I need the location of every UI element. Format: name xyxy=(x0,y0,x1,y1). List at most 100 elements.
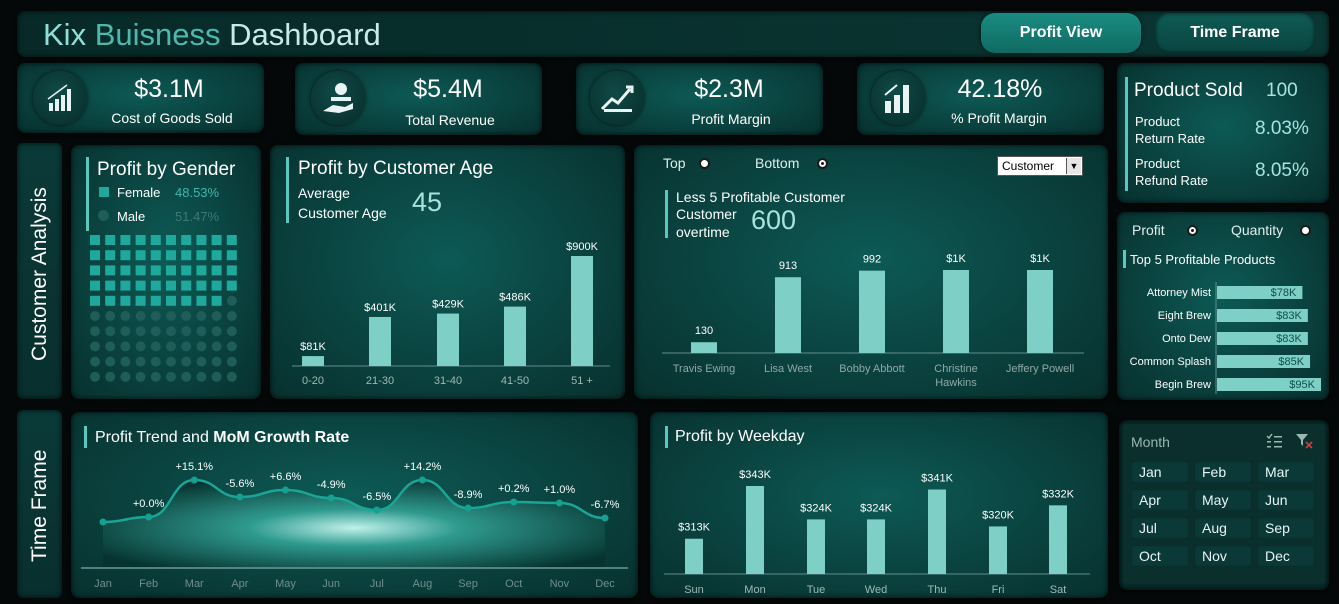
tick-label: Jul xyxy=(370,578,384,590)
gender-panel: Profit by Gender Female 48.53% Male 51.4… xyxy=(71,145,261,399)
trend-marker xyxy=(282,486,290,494)
bar xyxy=(775,277,801,353)
kpi-card-percent-margin: 42.18% % Profit Margin xyxy=(857,63,1104,135)
month-button-mar[interactable]: Mar xyxy=(1257,461,1315,483)
tick-label: 41-50 xyxy=(501,375,529,387)
data-label: $486K xyxy=(499,292,531,304)
waffle-cell-female xyxy=(211,235,222,245)
tick-label: 21-30 xyxy=(366,375,394,387)
waffle-cell-female xyxy=(226,280,237,291)
month-button-jul[interactable]: Jul xyxy=(1131,517,1189,539)
waffle-cell-male xyxy=(226,311,237,321)
waffle-cell-female xyxy=(135,280,146,291)
waffle-cell-female xyxy=(90,265,100,276)
bar xyxy=(1217,378,1321,391)
trend-panel: Profit Trend and MoM Growth Rate Jan +0.0… xyxy=(71,412,638,598)
trend-marker xyxy=(555,499,563,507)
waffle-cell-female xyxy=(90,235,100,245)
tick-label: Apr xyxy=(231,578,248,590)
tick-label: Common Splash xyxy=(1130,356,1211,368)
bar xyxy=(369,316,391,366)
profit-radio[interactable] xyxy=(1187,225,1198,236)
weekday-title: Profit by Weekday xyxy=(675,428,805,445)
data-label: +1.0% xyxy=(544,484,576,496)
waffle-cell-female xyxy=(196,265,207,276)
time-frame-tab: Time Frame xyxy=(17,410,62,598)
trend-marker xyxy=(373,506,381,514)
data-label: $81K xyxy=(300,341,326,353)
bottom-radio[interactable] xyxy=(817,158,828,169)
bar xyxy=(504,306,526,366)
quantity-radio[interactable] xyxy=(1300,225,1311,236)
profit-toggle-label: Profit xyxy=(1132,222,1165,238)
waffle-cell-male xyxy=(120,326,131,337)
tick-label: Thu xyxy=(928,584,947,596)
waffle-cell-female xyxy=(166,250,176,261)
waffle-cell-male xyxy=(150,371,161,382)
data-label: -5.6% xyxy=(226,478,255,490)
data-label: $1K xyxy=(946,253,966,265)
top-radio[interactable] xyxy=(699,158,710,169)
top-products-title: Top 5 Profitable Products xyxy=(1130,252,1276,267)
trend-area-chart: Jan +0.0% Feb +15.1% Mar -5.6% Apr +6.6% May -4.9… xyxy=(81,461,628,590)
time-frame-label: Time Frame xyxy=(28,449,51,562)
waffle-cell-female xyxy=(166,295,176,306)
bar xyxy=(867,519,885,574)
month-button-nov[interactable]: Nov xyxy=(1194,545,1252,567)
waffle-cell-male xyxy=(90,371,100,382)
waffle-cell-male xyxy=(105,371,116,382)
kpi-label: Total Revenue xyxy=(405,112,495,128)
month-button-apr[interactable]: Apr xyxy=(1131,489,1189,511)
age-panel: Profit by Customer Age Average Customer … xyxy=(270,145,625,399)
data-label: $313K xyxy=(678,522,710,534)
waffle-cell-male xyxy=(150,326,161,337)
data-label: $78K xyxy=(1271,287,1297,299)
data-label: $343K xyxy=(739,469,771,481)
tick-label: 0-20 xyxy=(302,375,324,387)
tick-label: 31-40 xyxy=(434,375,462,387)
month-button-may[interactable]: May xyxy=(1194,489,1252,511)
age-bar-chart: $81K 0-20 $401K 21-30 $429K 31-40 $486K 41-50 $9… xyxy=(292,241,610,387)
month-button-feb[interactable]: Feb xyxy=(1194,461,1252,483)
multi-select-icon[interactable] xyxy=(1265,432,1283,450)
month-button-jun[interactable]: Jun xyxy=(1257,489,1315,511)
customers-subtitle: Less 5 Profitable Customer xyxy=(676,189,845,205)
waffle-cell-female xyxy=(120,265,131,276)
clear-filter-icon[interactable] xyxy=(1295,432,1313,450)
month-button-sep[interactable]: Sep xyxy=(1257,517,1315,539)
waffle-cell-male xyxy=(135,311,146,321)
waffle-cell-male xyxy=(181,356,192,367)
bar xyxy=(1217,332,1308,345)
month-button-jan[interactable]: Jan xyxy=(1131,461,1189,483)
female-value: 48.53% xyxy=(175,185,220,200)
chevron-down-icon[interactable]: ▼ xyxy=(1066,158,1081,174)
waffle-cell-female xyxy=(196,295,207,306)
waffle-cell-male xyxy=(90,311,100,321)
kpi-value: 42.18% xyxy=(957,75,1043,103)
waffle-cell-male xyxy=(181,371,192,382)
data-label: +14.2% xyxy=(404,461,442,473)
waffle-cell-male xyxy=(150,311,161,321)
tick-label: Hawkins xyxy=(935,377,977,389)
waffle-cell-male xyxy=(166,311,176,321)
trend-marker xyxy=(327,494,335,502)
waffle-cell-female xyxy=(211,280,222,291)
gender-waffle-chart xyxy=(90,235,237,382)
tick-label: Oct xyxy=(505,578,522,590)
tick-label: Onto Dew xyxy=(1162,333,1211,345)
month-button-oct[interactable]: Oct xyxy=(1131,545,1189,567)
month-button-aug[interactable]: Aug xyxy=(1194,517,1252,539)
time-frame-button[interactable]: Time Frame xyxy=(1155,13,1315,53)
customer-dropdown[interactable]: Customer ▼ xyxy=(997,156,1083,176)
waffle-cell-male xyxy=(226,371,237,382)
tick-label: Bobby Abbott xyxy=(839,363,904,375)
profit-view-button[interactable]: Profit View xyxy=(981,13,1141,53)
tick-label: Dec xyxy=(595,578,615,590)
bar xyxy=(437,313,459,366)
month-button-dec[interactable]: Dec xyxy=(1257,545,1315,567)
customer-count-value: 600 xyxy=(751,205,797,235)
waffle-cell-male xyxy=(226,295,237,306)
waffle-cell-male xyxy=(211,341,222,352)
waffle-cell-male xyxy=(120,341,131,352)
waffle-cell-male xyxy=(135,371,146,382)
